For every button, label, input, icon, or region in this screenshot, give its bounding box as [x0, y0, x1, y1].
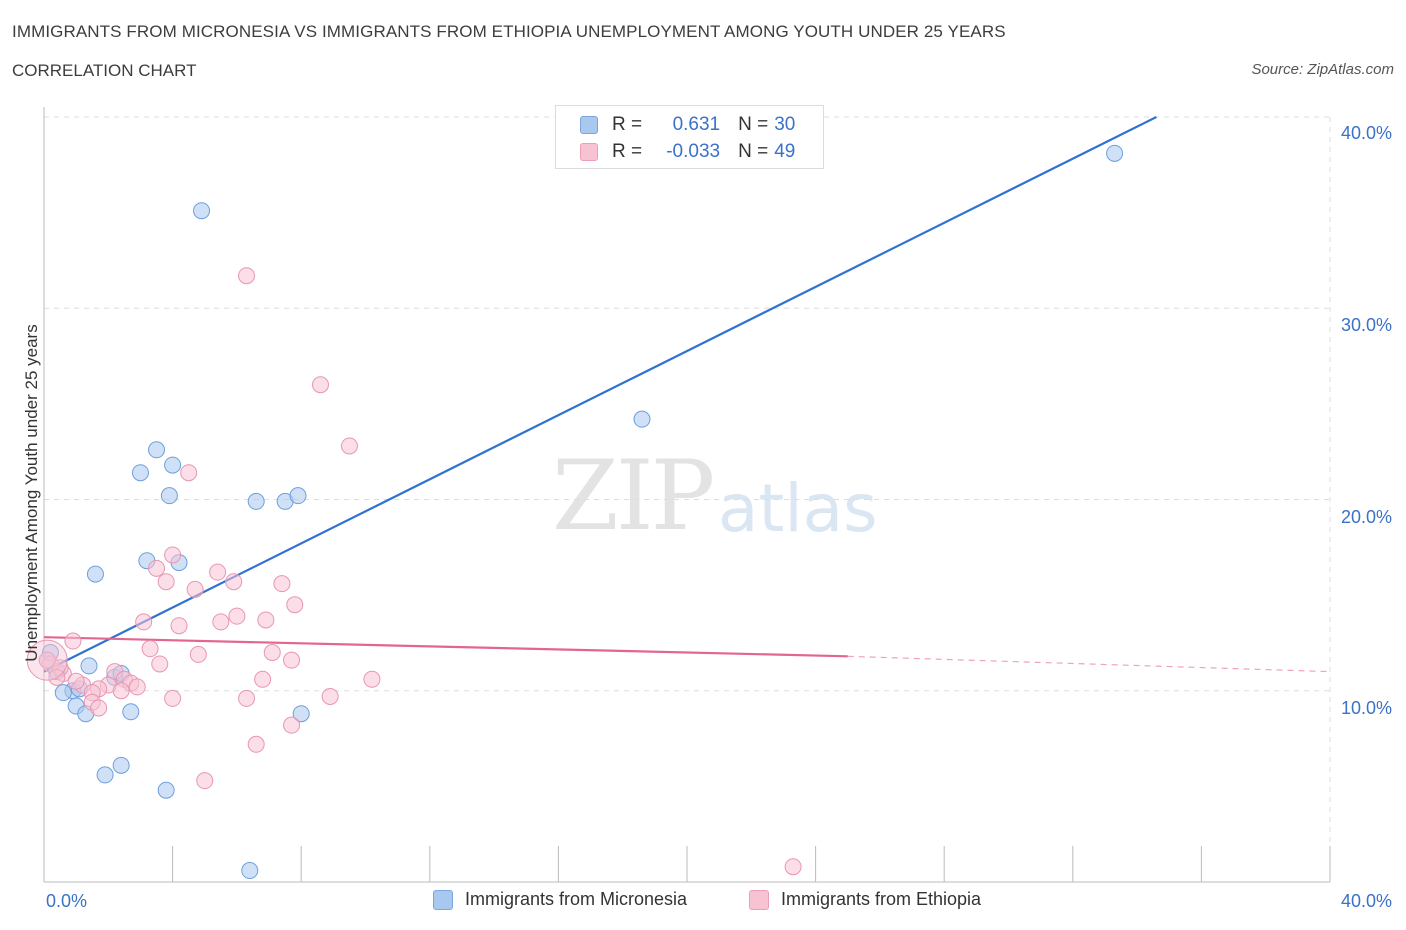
micronesia-point [164, 456, 182, 474]
chart-title: IMMIGRANTS FROM MICRONESIA VS IMMIGRANTS… [12, 22, 1006, 41]
legend-r-value: 0.631 [672, 114, 721, 135]
ethiopia-point [196, 772, 214, 790]
y-tick-label: 20.0% [1340, 507, 1392, 527]
y-tick-label: 30.0% [1340, 315, 1392, 335]
micronesia-point [633, 410, 651, 428]
watermark-zip: ZIP [552, 440, 715, 552]
legend-n-value: 30 [774, 114, 796, 135]
y-tick-label: 40.0% [1340, 123, 1392, 143]
micronesia-point [247, 492, 265, 510]
x-tick-label: 40.0% [1340, 891, 1392, 911]
ethiopia-point [64, 632, 82, 650]
ethiopia-point [209, 563, 227, 581]
ethiopia-point [135, 613, 153, 631]
micronesia-trendline [43, 116, 1157, 673]
ethiopia-point [283, 651, 301, 669]
legend-n-value: 49 [774, 141, 796, 162]
ethiopia-point [186, 580, 204, 598]
ethiopia-point [112, 682, 130, 700]
ethiopia-point [273, 575, 291, 593]
ethiopia-point [170, 617, 188, 635]
micronesia-point [160, 487, 178, 505]
ethiopia-point [321, 687, 339, 705]
legend-swatch-micronesia [580, 116, 598, 134]
axis-layer [43, 107, 1331, 883]
ethiopia-point [189, 645, 207, 663]
ethiopia-point [225, 573, 243, 591]
ethiopia-point [340, 437, 358, 455]
series-legend-label: Immigrants from Micronesia [465, 889, 688, 909]
legend-r-label: R = [612, 114, 643, 135]
legend-row-ethiopia: R = -0.033 N = 49 [580, 140, 795, 164]
ethiopia-point [26, 639, 68, 681]
legend-swatch-ethiopia [580, 143, 598, 161]
micronesia-point [54, 684, 72, 702]
micronesia-point [241, 862, 259, 880]
watermark-atlas: atlas [718, 470, 878, 547]
ethiopia-point [263, 644, 281, 661]
ethiopia-point [128, 678, 146, 696]
ethiopia-point [90, 699, 108, 717]
micronesia-point [86, 565, 104, 583]
ethiopia-point [180, 464, 198, 482]
legend-row-micronesia: R = 0.631 N = 30 [580, 113, 795, 137]
ethiopia-point [212, 613, 230, 631]
source-label: Source: ZipAtlas.com [1251, 61, 1394, 78]
micronesia-point [148, 441, 166, 459]
legend-r-value: -0.033 [666, 141, 721, 162]
grid-layer [44, 116, 1331, 882]
legend-swatch-ethiopia [749, 889, 769, 910]
ethiopia-point [286, 596, 304, 614]
ethiopia-point [164, 546, 182, 564]
ethiopia-point [148, 559, 166, 577]
ethiopia-point [311, 376, 329, 394]
series-legend-micronesia[interactable]: Immigrants from Micronesia [433, 889, 687, 910]
correlation-legend: R = 0.631 N = 30 R = -0.033 N = 49 [555, 105, 824, 169]
legend-n-label: N = [738, 141, 769, 162]
ethiopia-point [254, 670, 272, 688]
series-legend-ethiopia[interactable]: Immigrants from Ethiopia [749, 889, 981, 910]
ethiopia-point [151, 655, 169, 673]
ethiopia-point [257, 611, 275, 629]
micronesia-point [1106, 144, 1124, 162]
ethiopia-point [784, 858, 802, 876]
ethiopia-point [67, 672, 85, 690]
ethiopia-point [283, 716, 301, 734]
micronesia-point [112, 756, 130, 774]
micronesia-point [193, 202, 211, 220]
ethiopia-trendline [43, 636, 848, 658]
micronesia-point [289, 487, 307, 505]
ethiopia-point [164, 689, 182, 707]
series-legend-label: Immigrants from Ethiopia [781, 889, 982, 909]
ethiopia-point [247, 735, 265, 753]
ethiopia-trendline-extension [847, 655, 1331, 673]
micronesia-point [157, 781, 175, 799]
micronesia-point [292, 705, 310, 723]
legend-swatch-micronesia [433, 889, 453, 910]
micronesia-point [122, 703, 140, 721]
ethiopia-point [238, 267, 256, 285]
micronesia-point [131, 464, 149, 482]
point-layer [26, 144, 1124, 880]
ethiopia-point [157, 573, 175, 591]
ethiopia-point [238, 689, 256, 707]
x-tick-label: 0.0% [46, 891, 88, 911]
ethiopia-point [363, 670, 381, 688]
legend-r-label: R = [612, 141, 643, 162]
ethiopia-point [228, 607, 246, 625]
legend-n-label: N = [738, 114, 769, 135]
series-legend: Immigrants from Micronesia Immigrants fr… [0, 889, 1406, 915]
ethiopia-point [141, 640, 159, 658]
ethiopia-point [38, 651, 56, 669]
y-tick-label: 10.0% [1340, 698, 1392, 718]
micronesia-point [96, 766, 114, 784]
micronesia-point [80, 657, 98, 675]
y-axis-label: Unemployment Among Youth under 25 years [22, 324, 41, 662]
chart-subtitle: CORRELATION CHART [12, 61, 197, 80]
